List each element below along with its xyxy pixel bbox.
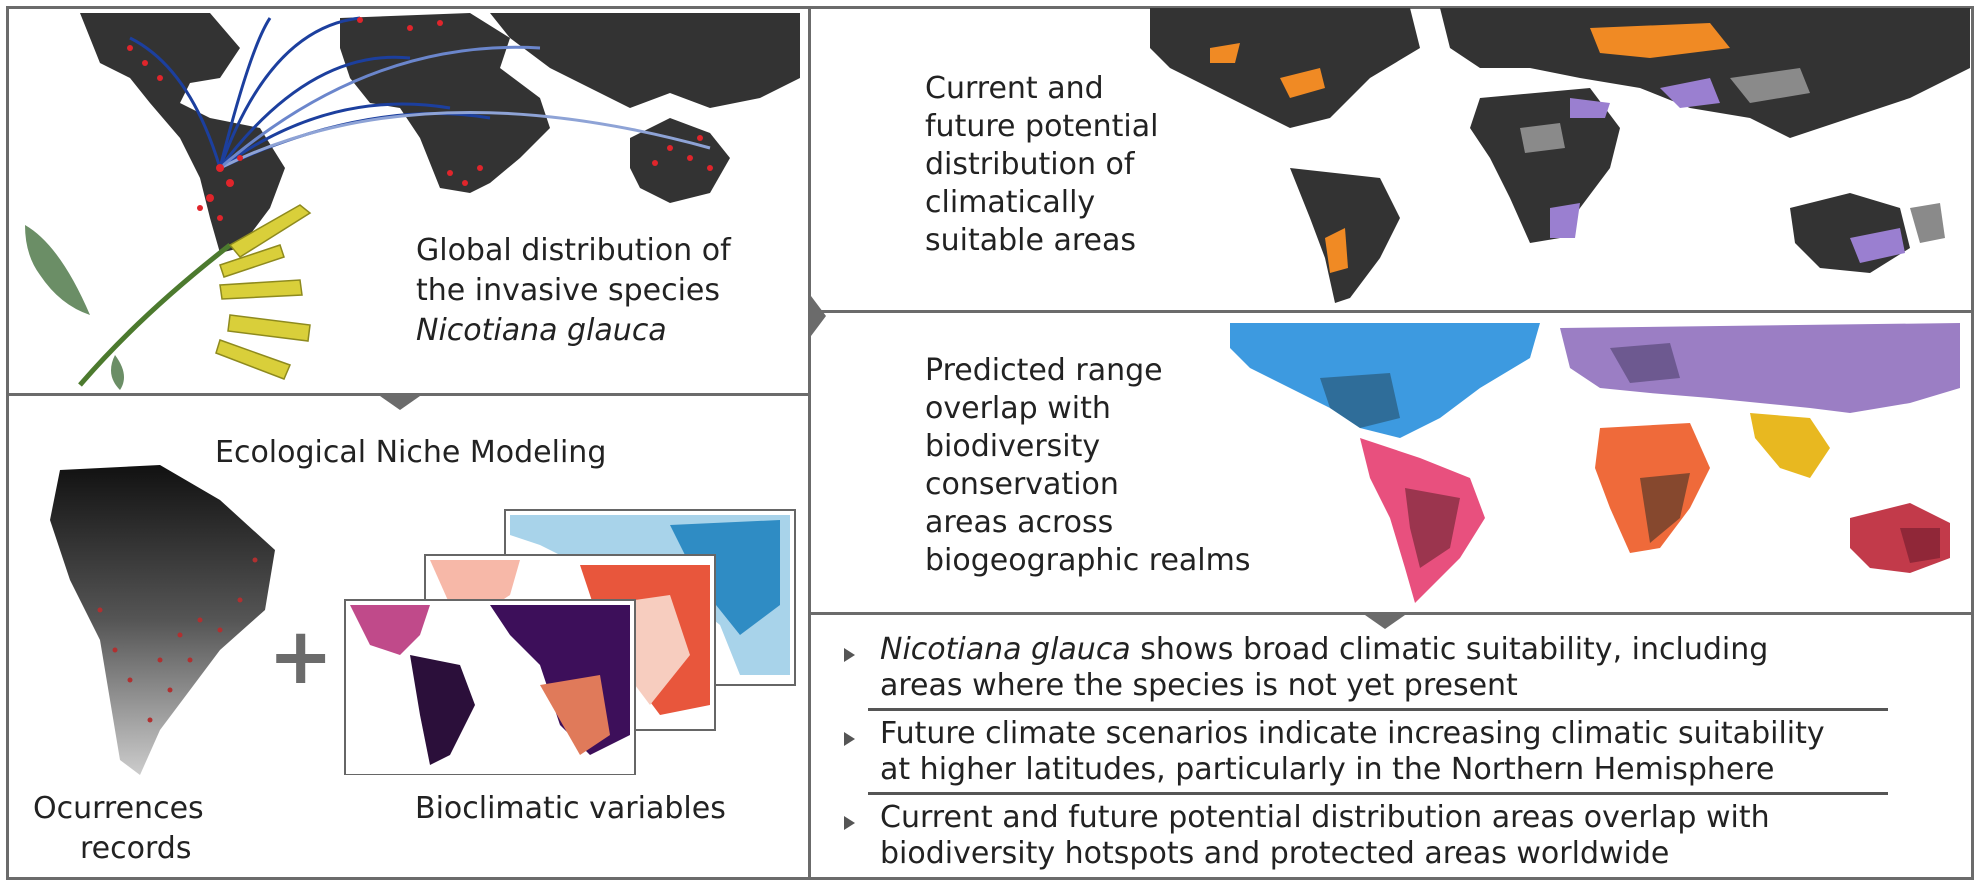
arrow-right [811, 296, 826, 336]
finding-3: Current and future potential distributio… [844, 800, 1900, 872]
realm-overlap-dark-sa [1405, 488, 1460, 568]
sf-orange-areas [1210, 23, 1730, 273]
plus-sign: + [268, 612, 334, 702]
bullet-arrow-icon [844, 816, 855, 830]
sf-purple-areas [1550, 78, 1905, 263]
enm-title: Ecological Niche Modeling [215, 435, 607, 470]
outer-frame [6, 6, 1974, 880]
overlap-line-6: biogeographic realms [925, 543, 1251, 578]
vertical-divider [808, 6, 811, 880]
plant-leaf [25, 225, 90, 315]
sf-africa [1470, 88, 1620, 243]
finding-divider-1 [868, 708, 1888, 711]
nicotiana-plant-illustration [25, 204, 312, 390]
bioclim-layer-purple [344, 599, 636, 775]
plant-stem [78, 243, 232, 387]
overlap-line-4: conservation [925, 467, 1119, 502]
sf-eurasia [1440, 8, 1970, 138]
finding-1-text: shows broad climatic suitability, includ… [1130, 632, 1769, 667]
dispersal-flows [129, 16, 711, 170]
right-divider-1 [808, 310, 1974, 313]
realm-overlap-dark-na [1320, 373, 1400, 428]
global-caption-line1: Global distribution of [416, 233, 731, 268]
realm-overlap-dark-af [1640, 473, 1690, 543]
finding-1: Nicotiana glauca shows broad climatic su… [844, 632, 1900, 704]
overlap-line-5: areas across [925, 505, 1114, 540]
finding-3-line2: biodiversity hotspots and protected area… [880, 836, 1670, 871]
americas-shape [80, 13, 285, 253]
current-future-line-1: Current and [925, 71, 1104, 106]
finding-divider-2 [868, 792, 1888, 795]
global-caption-line2: the invasive species [416, 273, 721, 308]
realm-overlap-dark-pa [1610, 343, 1680, 383]
australia-shape [630, 118, 730, 203]
global-occurrence-map [80, 13, 800, 253]
finding-1-species: Nicotiana glauca [880, 632, 1131, 667]
suitability-world-map [1150, 8, 1970, 303]
bullet-arrow-icon [844, 732, 855, 746]
realm-indomalay [1750, 413, 1830, 478]
arrow-left-down [380, 396, 420, 410]
overlap-line-2: overlap with [925, 391, 1111, 426]
realm-overlap-world-map [1230, 323, 1960, 603]
current-future-line-4: climatically [925, 185, 1096, 220]
south-america-occurrence-map [50, 465, 275, 775]
finding-2-text: Future climate scenarios indicate increa… [880, 716, 1825, 751]
left-divider [6, 393, 810, 396]
realm-palearctic [1560, 323, 1960, 413]
occurrence-points [127, 17, 713, 221]
finding-1-line2: areas where the species is not yet prese… [880, 668, 1518, 703]
finding-2-line2: at higher latitudes, particularly in the… [880, 752, 1775, 787]
current-future-line-2: future potential [925, 109, 1159, 144]
arrow-right-down [1365, 615, 1405, 629]
finding-2: Future climate scenarios indicate increa… [844, 716, 1900, 788]
south-america-shape [50, 465, 275, 775]
plant-leaf-2 [111, 355, 124, 390]
sf-grey-areas [1520, 68, 1945, 243]
current-future-line-5: suitable areas [925, 223, 1137, 258]
overlap-line-1: Predicted range [925, 353, 1163, 388]
occurrences-label-line1: Ocurrences [33, 791, 204, 826]
realm-overlap-dark-au [1900, 528, 1940, 563]
bioclimatic-layer-stack [344, 509, 796, 775]
south-america-occurrences [97, 557, 258, 723]
global-caption-species: Nicotiana glauca [416, 313, 667, 348]
overlap-line-3: biodiversity [925, 429, 1101, 464]
finding-3-text: Current and future potential distributio… [880, 800, 1770, 835]
sf-north-america [1150, 8, 1420, 128]
bioclimatic-label: Bioclimatic variables [415, 791, 726, 826]
current-future-line-3: distribution of [925, 147, 1135, 182]
bullet-arrow-icon [844, 648, 855, 662]
right-divider-2 [808, 612, 1974, 615]
asia-shape [490, 13, 800, 108]
occurrences-label-line2: records [80, 831, 192, 866]
plant-flowers [215, 204, 312, 380]
